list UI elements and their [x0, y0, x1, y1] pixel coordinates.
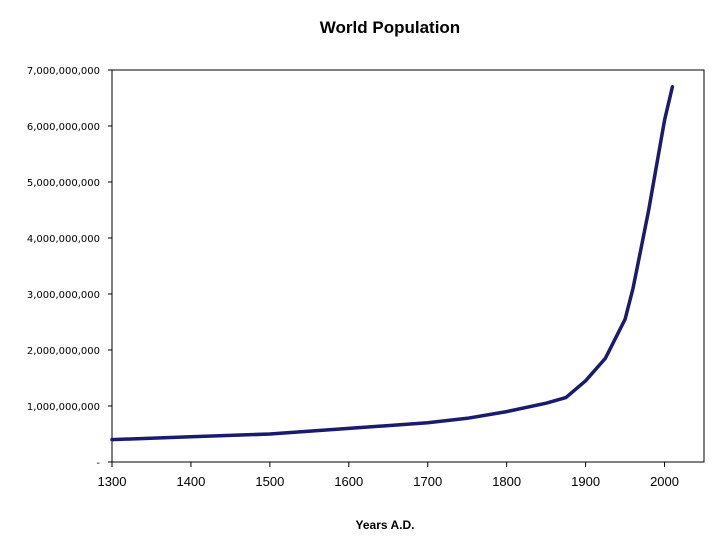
x-tick-label: 1900	[571, 474, 600, 489]
x-tick-label: 1600	[334, 474, 363, 489]
x-tick-label: 1300	[98, 474, 127, 489]
y-tick-label: 6,000,000,000	[27, 122, 100, 133]
x-tick-label: 1700	[413, 474, 442, 489]
x-tick-label: 1400	[176, 474, 205, 489]
y-tick-label: 2,000,000,000	[27, 346, 100, 357]
population-series-line	[110, 85, 675, 442]
y-axis-tick-labels: - 1,000,000,000 2,000,000,000 3,000,000,000…	[27, 66, 101, 469]
axis-tick-marks	[108, 69, 666, 467]
y-tick-label: -	[96, 458, 100, 469]
y-tick-label: 7,000,000,000	[27, 66, 100, 77]
chart-title: World Population	[319, 18, 461, 37]
plot-area-frame	[111, 69, 705, 463]
x-axis-label: Years A.D.	[355, 518, 415, 532]
y-tick-label: 4,000,000,000	[27, 234, 100, 245]
x-axis-tick-labels: 1300 1400 1500 1600 1700 1800 1900 2000	[98, 474, 679, 489]
x-tick-label: 1800	[492, 474, 521, 489]
y-tick-label: 3,000,000,000	[27, 290, 100, 301]
x-tick-label: 2000	[650, 474, 679, 489]
x-tick-label: 1500	[255, 474, 284, 489]
y-tick-label: 5,000,000,000	[27, 178, 100, 189]
y-tick-label: 1,000,000,000	[27, 402, 100, 413]
